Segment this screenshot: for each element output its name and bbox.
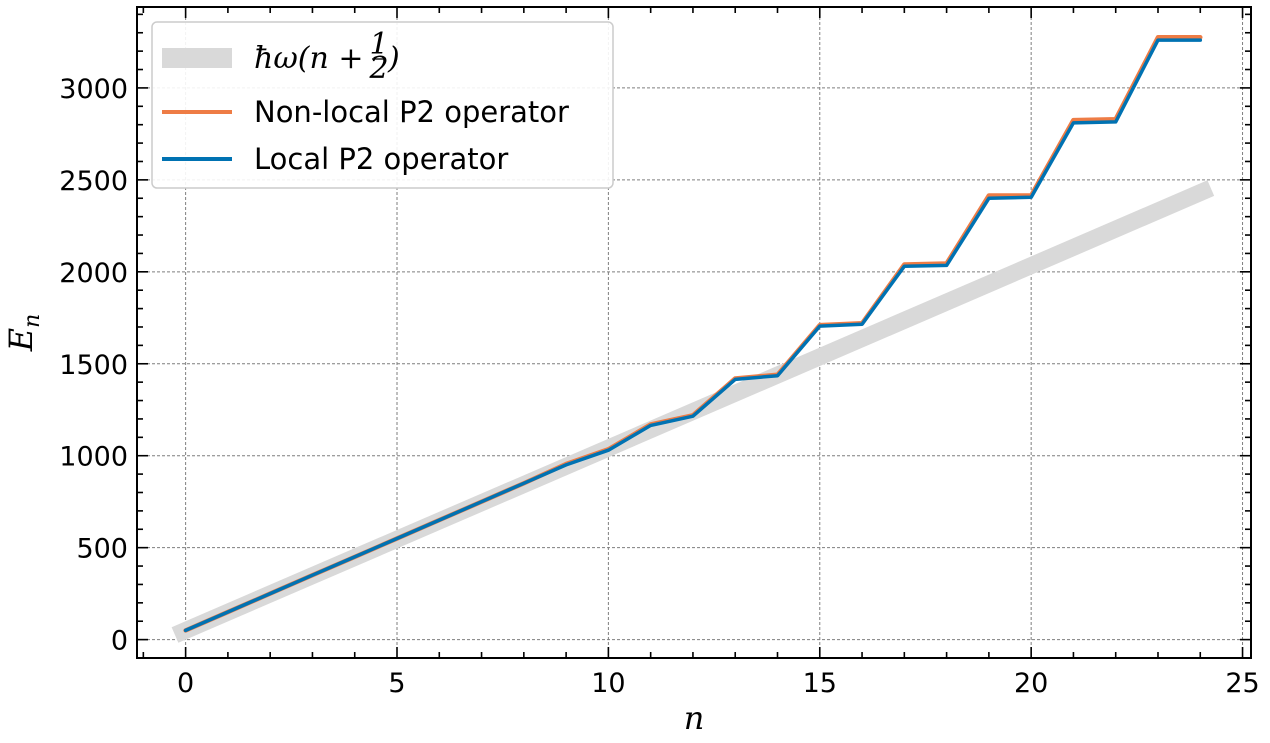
y-tick-label: 2000 — [59, 258, 128, 289]
y-tick-label: 0 — [111, 626, 128, 657]
grid — [137, 7, 1251, 658]
y-tick-label: 2500 — [59, 166, 128, 197]
y-tick-label: 500 — [76, 534, 128, 565]
y-tick-label: 1500 — [59, 350, 128, 381]
x-axis-label: n — [684, 699, 705, 737]
x-tick-label: 5 — [388, 668, 405, 699]
legend-fraction-denominator: 2 — [368, 51, 388, 86]
series-local-p2 — [183, 38, 1203, 633]
x-tick-label: 15 — [803, 668, 837, 699]
y-tick-label: 3000 — [59, 74, 128, 105]
x-tick-label: 25 — [1225, 668, 1259, 699]
y-axis-label-main: E — [2, 328, 40, 352]
legend-item: ħω(n + )12 — [162, 27, 400, 86]
y-tick-label: 1000 — [59, 442, 128, 473]
x-tick-label: 20 — [1014, 668, 1048, 699]
plot-frame — [136, 6, 1252, 659]
ticks — [137, 7, 1251, 659]
svg-text:En: En — [2, 314, 45, 353]
x-tick-label: 0 — [177, 668, 194, 699]
legend-fraction-numerator: 1 — [369, 27, 388, 62]
legend-label: Local P2 operator — [254, 142, 508, 176]
x-tick-label: 10 — [591, 668, 625, 699]
plot-lines — [171, 35, 1215, 643]
legend-box — [151, 21, 614, 189]
legend-item: Non-local P2 operator — [162, 95, 569, 129]
y-axis-label-subscript: n — [20, 314, 45, 328]
tick-labels: 0 5 10 15 20 25 0 500 1000 1500 2000 2500 3000 — [59, 74, 1259, 699]
legend-item: Local P2 operator — [162, 142, 508, 176]
legend-label: Non-local P2 operator — [254, 95, 569, 129]
y-axis-label: En — [2, 314, 45, 353]
legend-label: ħω(n + ) — [254, 41, 400, 76]
legend: ħω(n + )12 Non-local P2 operator Local P2 … — [151, 21, 614, 189]
